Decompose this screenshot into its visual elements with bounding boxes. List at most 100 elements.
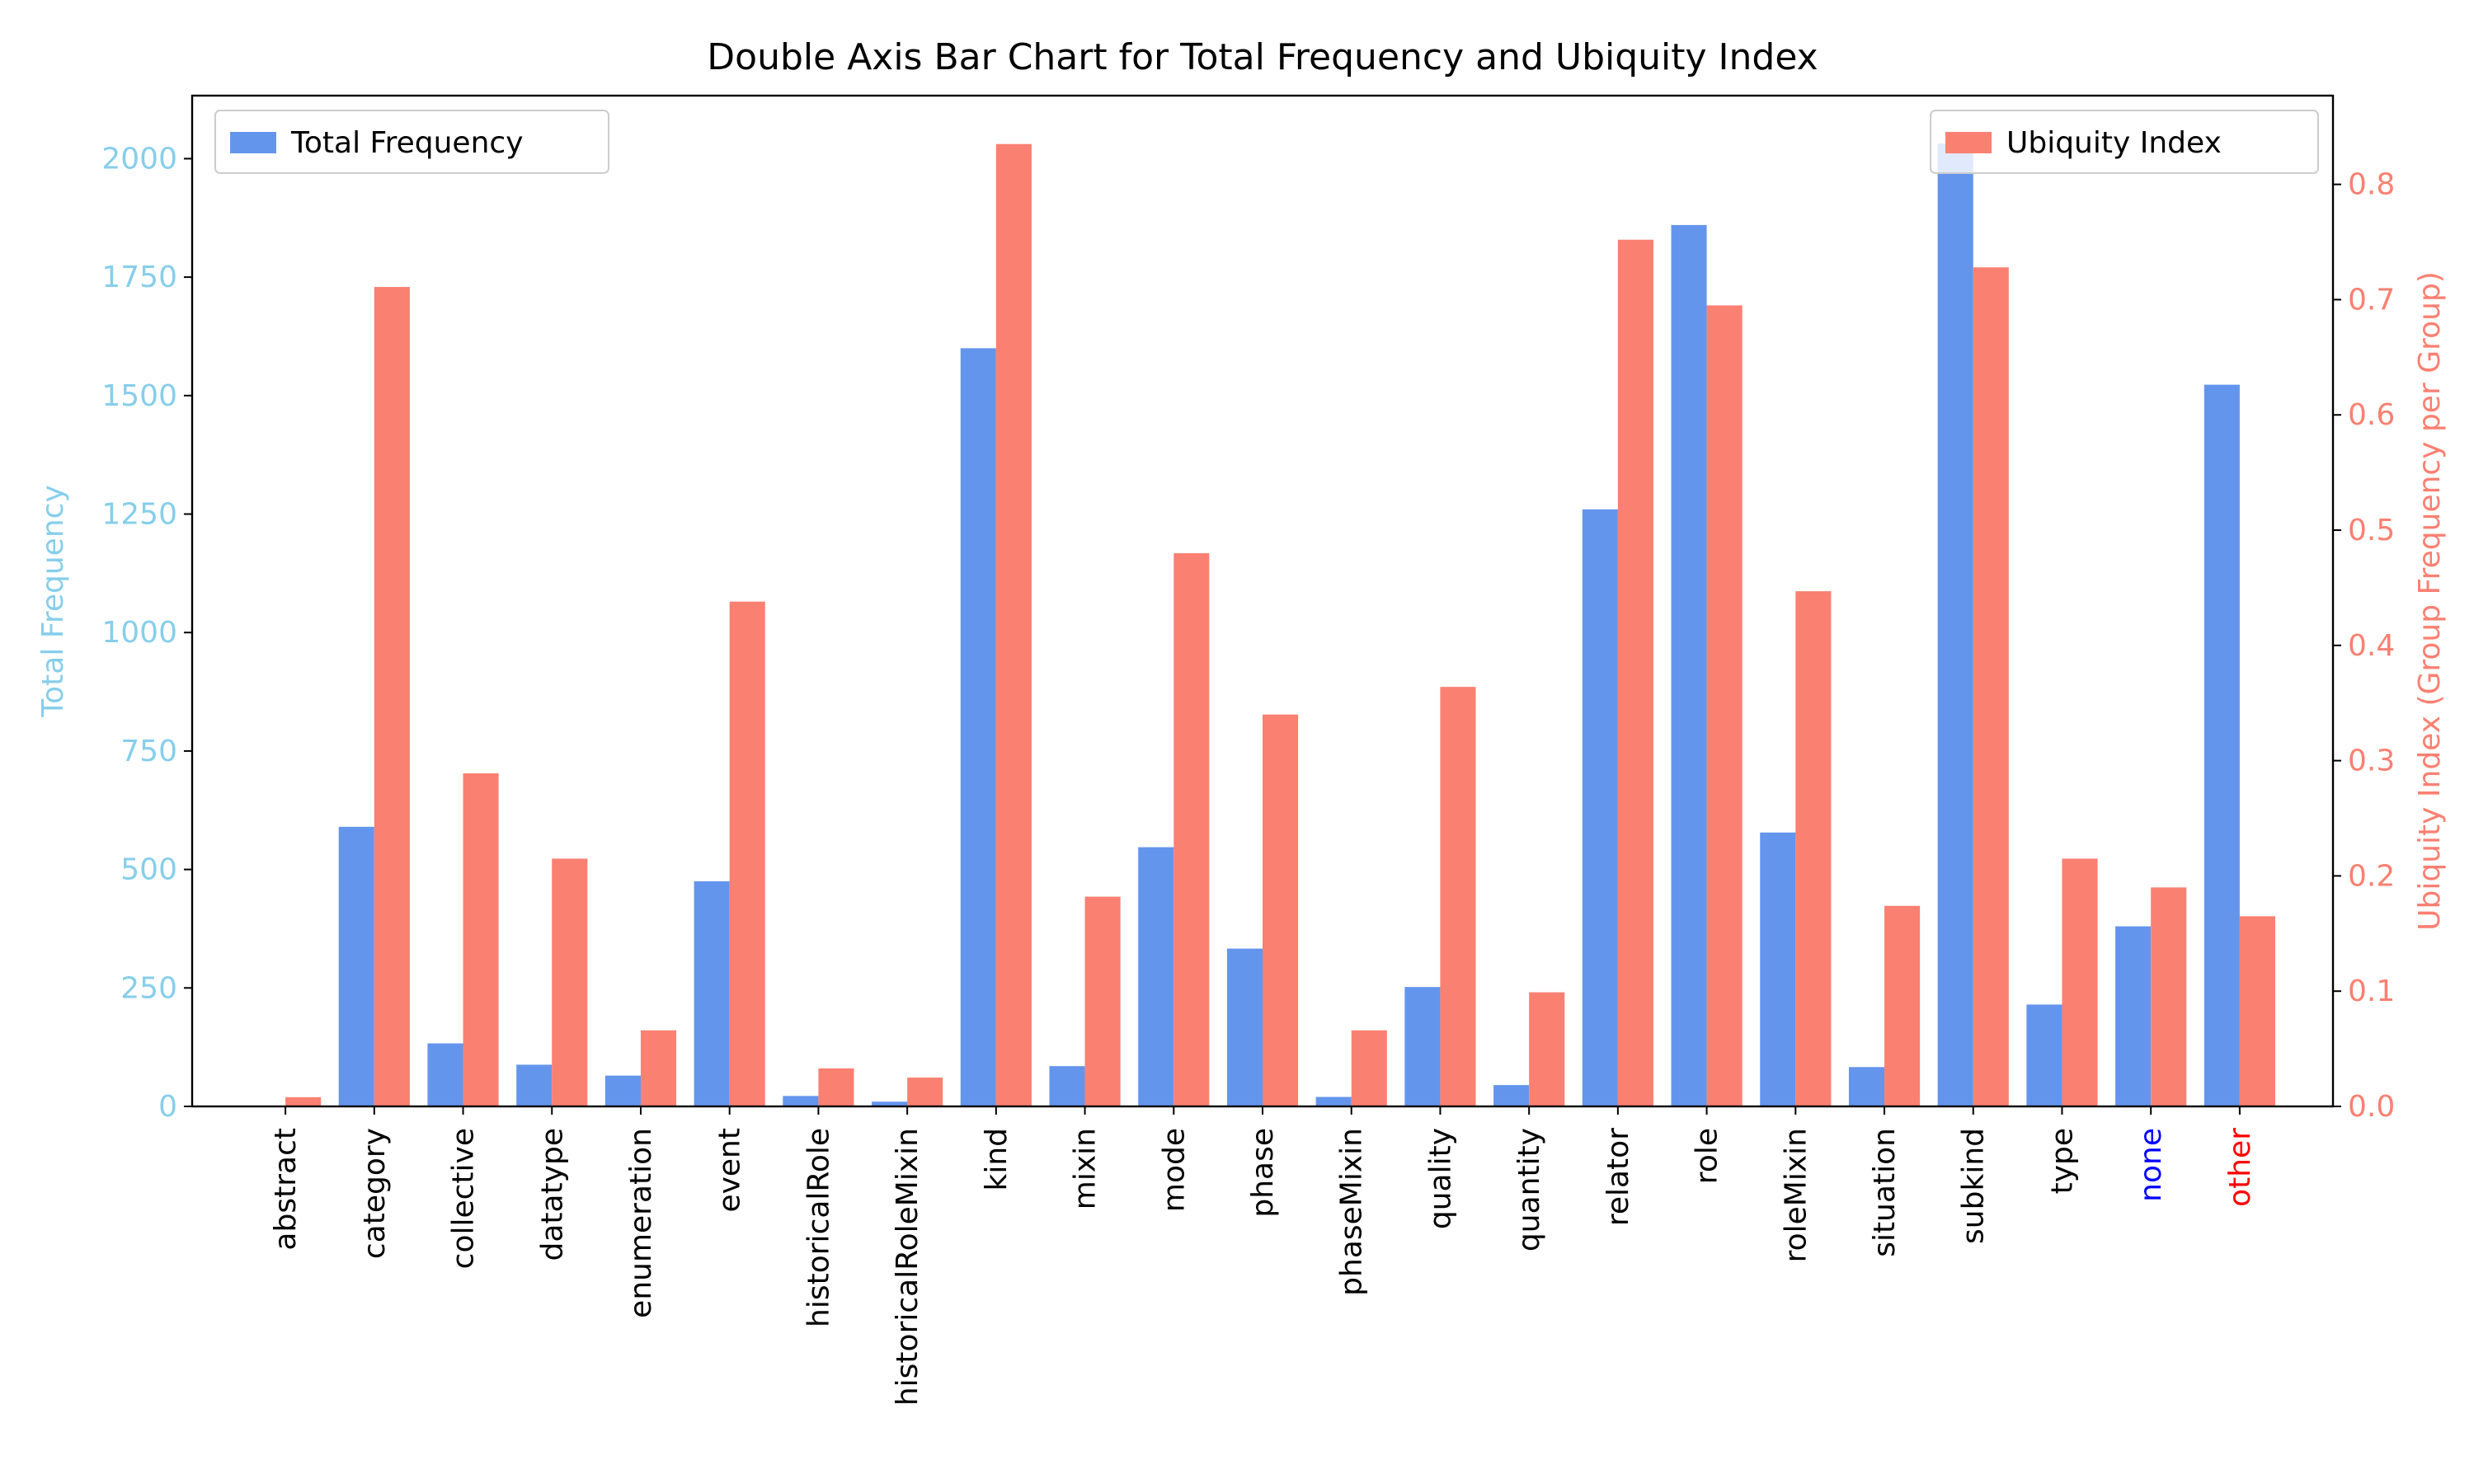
- y-left-tick-label: 500: [120, 853, 177, 887]
- bar-total-frequency-event: [694, 881, 730, 1106]
- legend-swatch: [230, 132, 276, 153]
- x-tick-label-historicalRoleMixin: historicalRoleMixin: [891, 1128, 924, 1406]
- x-tick-label-quantity: quantity: [1512, 1128, 1546, 1252]
- y-right-tick-label: 0.4: [2348, 629, 2395, 663]
- x-tick-label-enumeration: enumeration: [624, 1128, 658, 1318]
- y-left-tick-label: 2000: [101, 142, 177, 176]
- x-tick-label-abstract: abstract: [269, 1128, 303, 1251]
- bar-ubiquity-index-subkind: [1973, 267, 2009, 1106]
- bar-ubiquity-index-quantity: [1529, 992, 1565, 1106]
- legend-total-frequency: Total Frequency: [214, 110, 609, 174]
- bar-ubiquity-index-category: [374, 287, 410, 1106]
- bar-total-frequency-category: [338, 826, 374, 1106]
- bar-ubiquity-index-type: [2062, 858, 2098, 1106]
- bar-total-frequency-historicalRole: [783, 1096, 819, 1106]
- bar-ubiquity-index-phase: [1263, 714, 1299, 1106]
- x-tick-label-collective: collective: [447, 1128, 481, 1269]
- bar-total-frequency-phase: [1226, 948, 1263, 1106]
- legend-frame: [214, 110, 609, 174]
- bar-ubiquity-index-phaseMixin: [1351, 1030, 1387, 1106]
- x-tick-label-event: event: [713, 1128, 747, 1213]
- bar-ubiquity-index-situation: [1884, 905, 1921, 1106]
- bar-total-frequency-datatype: [516, 1064, 553, 1106]
- bar-total-frequency-type: [2026, 1004, 2062, 1106]
- bar-ubiquity-index-historicalRole: [818, 1068, 854, 1106]
- x-tick-label-roleMixin: roleMixin: [1779, 1128, 1813, 1262]
- y-right-tick-label: 0.5: [2348, 514, 2395, 547]
- legend-label: Total Frequency: [290, 126, 524, 160]
- y-left-tick-label: 1000: [101, 616, 177, 650]
- bar-ubiquity-index-relator: [1617, 239, 1653, 1107]
- y-right-tick-label: 0.6: [2348, 398, 2395, 432]
- x-tick-label-mixin: mixin: [1069, 1128, 1103, 1209]
- bar-total-frequency-subkind: [1937, 143, 1973, 1107]
- legend-ubiquity-index: Ubiquity Index: [1930, 110, 2319, 174]
- y-left-tick-label: 1250: [101, 498, 177, 532]
- y-right-tick-label: 0.2: [2348, 859, 2395, 893]
- bar-ubiquity-index-roleMixin: [1795, 591, 1832, 1106]
- bar-ubiquity-index-other: [2239, 916, 2275, 1106]
- y-left-tick-label: 0: [158, 1090, 177, 1124]
- bar-total-frequency-none: [2115, 926, 2152, 1106]
- bar-ubiquity-index-abstract: [285, 1097, 322, 1106]
- bar-ubiquity-index-mixin: [1084, 896, 1121, 1106]
- y-axis-right-ticks: 0.0 0.1 0.2 0.3 0.4 0.5 0.6 0.7 0.8: [2333, 168, 2395, 1124]
- y-axis-right-label: Ubiquity Index (Group Frequency per Grou…: [2413, 271, 2447, 931]
- bar-ubiquity-index-collective: [463, 773, 499, 1106]
- x-tick-label-type: type: [2045, 1128, 2079, 1194]
- y-left-tick-label: 1750: [101, 261, 177, 294]
- y-left-tick-label: 250: [120, 971, 177, 1005]
- x-tick-label-quality: quality: [1423, 1128, 1457, 1229]
- bar-total-frequency-quantity: [1493, 1085, 1530, 1106]
- y-axis-left-ticks: 0 250 500 750 1000 1250 1500 1750 2000: [101, 142, 192, 1124]
- x-tick-label-phase: phase: [1246, 1128, 1280, 1218]
- bar-total-frequency-other: [2204, 384, 2240, 1107]
- bar-total-frequency-quality: [1404, 987, 1441, 1106]
- x-tick-label-mode: mode: [1157, 1128, 1191, 1212]
- y-right-tick-label: 0.8: [2348, 168, 2395, 202]
- bar-ubiquity-index-quality: [1440, 687, 1476, 1106]
- bar-ubiquity-index-datatype: [552, 858, 588, 1106]
- y-right-tick-label: 0.0: [2348, 1090, 2395, 1124]
- bar-ubiquity-index-historicalRoleMixin: [907, 1078, 943, 1106]
- bar-ubiquity-index-none: [2151, 887, 2187, 1106]
- x-tick-label-none: none: [2134, 1128, 2168, 1202]
- legend-swatch: [1945, 132, 1992, 153]
- bar-total-frequency-relator: [1582, 509, 1618, 1106]
- y-right-tick-label: 0.3: [2348, 744, 2395, 778]
- bar-total-frequency-roleMixin: [1760, 832, 1796, 1106]
- bar-total-frequency-collective: [427, 1043, 463, 1106]
- x-tick-label-historicalRole: historicalRole: [802, 1128, 835, 1327]
- x-tick-label-other: other: [2223, 1128, 2257, 1207]
- x-tick-label-role: role: [1691, 1128, 1724, 1184]
- bar-total-frequency-enumeration: [604, 1075, 641, 1106]
- bar-ubiquity-index-role: [1706, 305, 1743, 1106]
- x-tick-label-relator: relator: [1602, 1128, 1635, 1226]
- bar-ubiquity-index-kind: [995, 143, 1032, 1107]
- bar-total-frequency-historicalRoleMixin: [872, 1101, 908, 1106]
- x-tick-label-kind: kind: [980, 1128, 1014, 1191]
- bar-total-frequency-phaseMixin: [1315, 1097, 1352, 1106]
- bar-total-frequency-mixin: [1049, 1066, 1085, 1106]
- y-right-tick-label: 0.1: [2348, 974, 2395, 1008]
- bar-ubiquity-index-enumeration: [640, 1030, 677, 1106]
- x-tick-label-datatype: datatype: [535, 1128, 569, 1261]
- bar-total-frequency-mode: [1138, 847, 1174, 1106]
- chart-title: Double Axis Bar Chart for Total Frequenc…: [707, 36, 1818, 78]
- bar-total-frequency-role: [1671, 224, 1707, 1107]
- bar-total-frequency-kind: [960, 348, 996, 1106]
- x-tick-label-situation: situation: [1868, 1128, 1902, 1257]
- x-tick-label-phaseMixin: phaseMixin: [1335, 1128, 1369, 1296]
- x-axis-ticks: abstract category collective datatype enumer…: [269, 1106, 2257, 1406]
- y-right-tick-label: 0.7: [2348, 283, 2395, 317]
- bars-layer: [285, 143, 2275, 1107]
- x-tick-label-subkind: subkind: [1957, 1128, 1991, 1244]
- bar-total-frequency-situation: [1848, 1067, 1885, 1106]
- y-left-tick-label: 750: [120, 735, 177, 768]
- x-tick-label-category: category: [358, 1128, 392, 1259]
- bar-ubiquity-index-event: [729, 601, 765, 1106]
- y-axis-left-label: Total Frequency: [36, 485, 70, 718]
- bar-ubiquity-index-mode: [1174, 552, 1210, 1106]
